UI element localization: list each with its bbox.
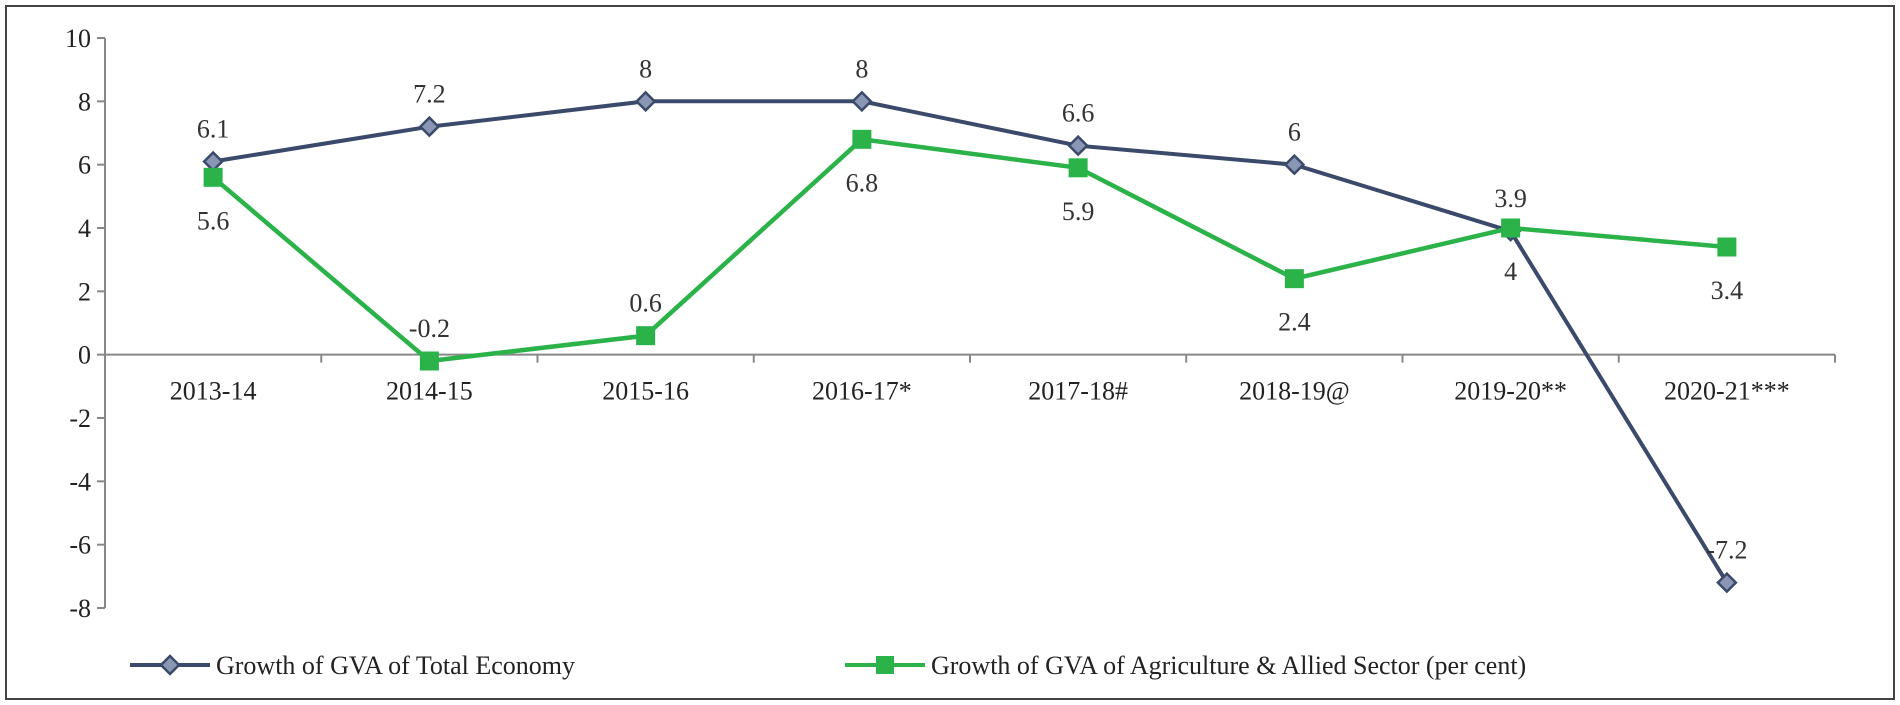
data-label: 8 — [639, 54, 652, 83]
chart-frame — [5, 5, 1895, 700]
data-label: 6 — [1288, 118, 1301, 147]
y-tick-label: -4 — [69, 467, 91, 496]
data-point-square — [1717, 237, 1737, 257]
data-point-diamond — [634, 90, 657, 113]
y-tick-label: -8 — [69, 594, 91, 623]
y-tick-label: -6 — [69, 531, 91, 560]
data-point-diamond — [1716, 571, 1738, 594]
data-point-square — [419, 351, 439, 371]
data-label: 7.2 — [413, 80, 446, 109]
data-label: 5.9 — [1062, 197, 1095, 226]
data-point-square — [636, 326, 656, 346]
x-category-label: 2014-15 — [386, 377, 473, 406]
y-tick-label: -2 — [69, 404, 91, 433]
series-line-1 — [212, 99, 1729, 584]
y-tick-label: 4 — [78, 214, 91, 243]
x-category-label: 2016-17* — [812, 377, 912, 406]
data-point-square — [1501, 218, 1521, 238]
data-label: 6.8 — [846, 168, 879, 197]
x-category-label: 2013-14 — [170, 377, 257, 406]
data-label: 6.6 — [1062, 99, 1095, 128]
x-category-label: 2018-19@ — [1239, 377, 1350, 406]
data-point-square — [1068, 158, 1088, 178]
y-tick-label: 0 — [78, 341, 91, 370]
data-label: -7.2 — [1706, 536, 1747, 565]
x-category-label: 2020-21*** — [1664, 377, 1790, 406]
data-point-diamond — [1283, 153, 1306, 176]
x-category-label: 2017-18# — [1028, 377, 1128, 406]
data-label: 0.6 — [629, 289, 662, 318]
data-point-diamond — [418, 115, 441, 138]
legend-marker-diamond — [159, 654, 181, 676]
data-label: 2.4 — [1278, 308, 1311, 337]
y-tick-label: 2 — [78, 277, 91, 306]
data-label: 6.1 — [197, 115, 230, 144]
legend-label-1: Growth of GVA of Total Economy — [216, 651, 575, 680]
data-point-square — [1284, 269, 1304, 289]
x-category-label: 2015-16 — [602, 377, 689, 406]
series-line-2 — [211, 136, 1728, 364]
data-label: 3.4 — [1711, 276, 1744, 305]
data-point-square — [852, 129, 872, 149]
data-label: 3.9 — [1494, 184, 1527, 213]
data-point-square — [203, 167, 223, 187]
y-tick-label: 10 — [65, 24, 91, 53]
y-tick-label: 6 — [78, 151, 91, 180]
data-label: 8 — [855, 54, 868, 83]
legend-marker-square — [876, 656, 894, 674]
y-tick-label: 8 — [78, 87, 91, 116]
x-category-label: 2019-20** — [1454, 377, 1567, 406]
data-label: -0.2 — [409, 314, 450, 343]
legend-label-2: Growth of GVA of Agriculture & Allied Se… — [931, 651, 1526, 680]
data-label: 5.6 — [197, 206, 230, 235]
data-label: 4 — [1504, 257, 1517, 286]
data-point-diamond — [1067, 134, 1089, 157]
data-point-diamond — [851, 90, 873, 113]
